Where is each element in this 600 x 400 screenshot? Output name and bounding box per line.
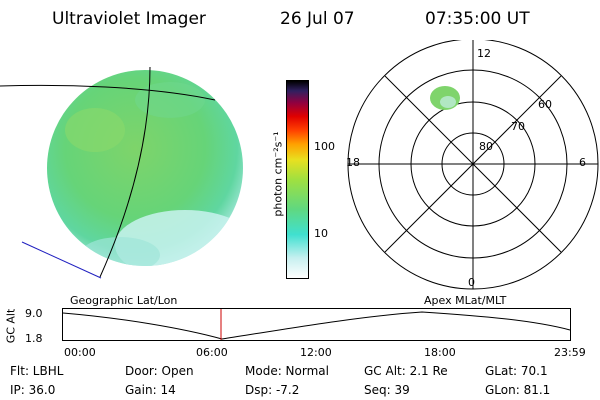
status-dsp: Dsp: -7.2	[245, 383, 300, 397]
header-date: 26 Jul 07	[280, 9, 355, 29]
mlt-label-12: 12	[476, 47, 492, 60]
colorbar-unit-label: photon cm⁻²s⁻¹	[271, 131, 285, 217]
gc-alt-axis-label: GC Alt	[4, 308, 18, 344]
limb-line	[21, 241, 102, 279]
x-tick-0600: 06:00	[196, 346, 228, 359]
status-seq: Seq: 39	[364, 383, 410, 397]
longitude-line	[99, 66, 151, 278]
altitude-curve	[62, 311, 571, 340]
altitude-plot	[62, 308, 571, 341]
status-gc-alt: GC Alt: 2.1 Re	[364, 364, 448, 378]
status-glat: GLat: 70.1	[485, 364, 548, 378]
mlt-label-0: 0	[468, 276, 475, 289]
app-title: Ultraviolet Imager	[52, 9, 206, 29]
lat-label-80: 80	[479, 140, 493, 153]
mlt-label-18: 18	[346, 156, 360, 169]
colorbar-tick-10: 10	[314, 227, 328, 240]
x-tick-1200: 12:00	[300, 346, 332, 359]
colorbar-tick-100: 100	[314, 140, 335, 153]
status-ip: IP: 36.0	[10, 383, 56, 397]
latitude-line	[0, 84, 216, 101]
mlt-label-6: 6	[579, 156, 586, 169]
status-filter: Flt: LBHL	[10, 364, 64, 378]
x-tick-2359: 23:59	[554, 346, 586, 359]
panel-label-apex: Apex MLat/MLT	[424, 294, 507, 307]
y-tick-9: 9.0	[25, 307, 43, 320]
status-gain: Gain: 14	[125, 383, 176, 397]
colorbar	[286, 80, 309, 279]
lat-label-60: 60	[538, 98, 552, 111]
status-glon: GLon: 81.1	[485, 383, 551, 397]
x-tick-1800: 18:00	[424, 346, 456, 359]
polar-diagonal-2	[384, 75, 562, 253]
y-tick-1-8: 1.8	[25, 332, 43, 345]
panel-label-geographic: Geographic Lat/Lon	[70, 294, 178, 307]
uv-image-panel	[0, 66, 243, 279]
status-door: Door: Open	[125, 364, 194, 378]
status-mode: Mode: Normal	[245, 364, 329, 378]
polar-auroral-patch-core	[440, 96, 456, 108]
lat-label-70: 70	[511, 120, 525, 133]
polar-plot	[347, 40, 599, 290]
header-time: 07:35:00 UT	[425, 9, 530, 29]
x-tick-0000: 00:00	[64, 346, 96, 359]
